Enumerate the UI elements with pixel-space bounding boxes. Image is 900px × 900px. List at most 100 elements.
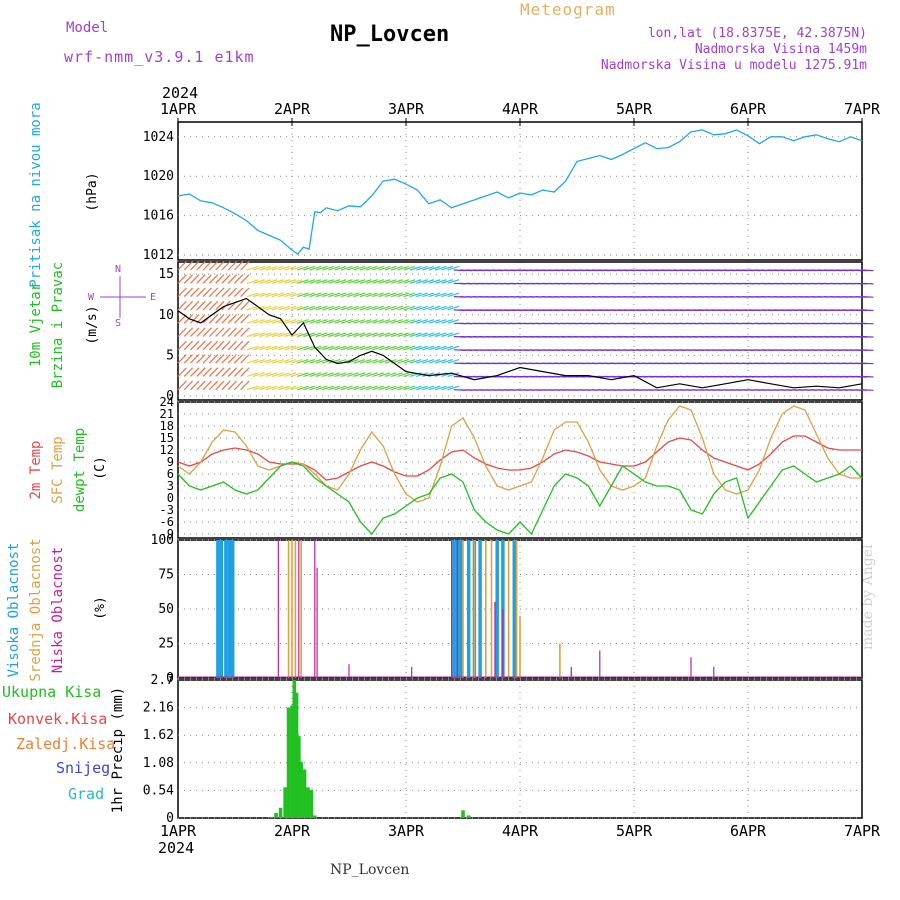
wind-barb [271, 305, 284, 311]
dewpt-line [177, 461, 863, 536]
wind-barb [403, 265, 416, 271]
wind-barb [441, 292, 453, 298]
wind-barb [347, 279, 359, 284]
wind-barb [221, 380, 231, 391]
precip-axis-title: 1hr Precip (mm) [110, 687, 126, 813]
wind-barb [422, 372, 435, 377]
wind-barb [422, 265, 435, 271]
wind-barb [372, 372, 385, 377]
wind-barb [196, 300, 206, 311]
wind-barb [861, 296, 874, 298]
wind-barb [428, 292, 441, 298]
wind-barb [309, 292, 322, 298]
wind-barb [372, 292, 385, 298]
wind-barb [403, 345, 416, 351]
wind-barb [190, 327, 200, 337]
wind-barb [428, 305, 441, 311]
wind-barb [372, 385, 385, 391]
wind-barb [278, 265, 290, 271]
y-tick-label: 2.7 [151, 673, 174, 688]
wind-barb [309, 305, 322, 311]
wind-barb [861, 362, 874, 365]
wind-barb [259, 345, 272, 351]
cloud-bar [690, 657, 692, 678]
wind-axis-title-2: Brzina i Pravac [50, 262, 66, 388]
wind-barb [246, 372, 259, 377]
wind-barb [434, 385, 447, 391]
wind-barb [227, 367, 237, 377]
wind-barb [315, 332, 328, 338]
cloud-bar [559, 643, 561, 678]
wind-barb [378, 345, 391, 351]
wind-barb [347, 345, 359, 351]
wind-barb [378, 279, 391, 284]
station-title: NP_Lovcen [330, 22, 450, 47]
wind-barb [391, 279, 403, 284]
wind-barb [208, 354, 219, 364]
wind-barb [284, 345, 297, 351]
wind-barb [365, 345, 378, 351]
wind-barb [322, 319, 334, 324]
wind-barb [271, 345, 284, 351]
wind-barb [259, 385, 272, 391]
cloud-bar [227, 540, 232, 678]
wind-barb [322, 385, 334, 391]
precip-bar [466, 815, 471, 818]
wind-barb [422, 305, 435, 311]
wind-barb [177, 287, 187, 298]
cloud-bar [458, 540, 463, 678]
wind-barb [278, 292, 290, 298]
wind-barb [340, 345, 353, 351]
y-tick-label: 12 [160, 443, 174, 457]
wind-barb [372, 319, 385, 324]
wind-barb [284, 358, 297, 364]
wind-barb [315, 305, 328, 311]
wind-barb [202, 367, 212, 377]
wind-barb [233, 327, 244, 337]
wind-barb [215, 300, 225, 311]
wind-barb [221, 287, 231, 298]
wind-barb [365, 292, 378, 298]
wind-barb [265, 358, 278, 364]
y-tick-label: 25 [158, 637, 174, 652]
precip-legend-item: Grad [68, 785, 104, 803]
cloud-bar [294, 540, 297, 678]
wind-barb [384, 332, 397, 338]
wind-barb [378, 292, 391, 298]
y-tick-label: 1.62 [143, 728, 174, 743]
wind-barb [322, 305, 334, 311]
wind-barb [271, 292, 284, 298]
temp-unit: (C) [93, 456, 108, 479]
wind-barb [233, 300, 244, 311]
precip-bar [309, 789, 314, 818]
wind-barb [372, 265, 385, 271]
wind-barb [296, 385, 309, 391]
wind-barb [428, 385, 441, 391]
wind-barb [284, 292, 297, 298]
y-tick-label: 5 [166, 348, 174, 363]
wind-barb [416, 385, 428, 391]
wind-barb [315, 385, 328, 391]
wind-barb [409, 305, 422, 311]
wind-barb [278, 279, 290, 284]
wind-barb [208, 314, 219, 324]
wind-barb [434, 319, 447, 324]
wind-barb [334, 305, 347, 311]
wind-barb [253, 319, 265, 324]
y-tick-label: 1020 [143, 169, 174, 184]
wind-barb [202, 354, 212, 364]
wind-barb [372, 279, 385, 284]
wind-barb [447, 279, 460, 284]
wind-barb [441, 358, 453, 364]
cloud-bar [502, 609, 504, 678]
wind-barb [328, 265, 341, 271]
wind-barb [246, 292, 259, 298]
wind-barb [397, 385, 410, 391]
precip-legend-item: Konvek.Kisa [8, 710, 107, 728]
wind-barb [190, 340, 200, 351]
wind-barb [202, 380, 212, 391]
wind-barb [359, 292, 372, 298]
wind-barb [397, 332, 410, 338]
wind-barb [196, 367, 206, 377]
wind-barb [372, 345, 385, 351]
